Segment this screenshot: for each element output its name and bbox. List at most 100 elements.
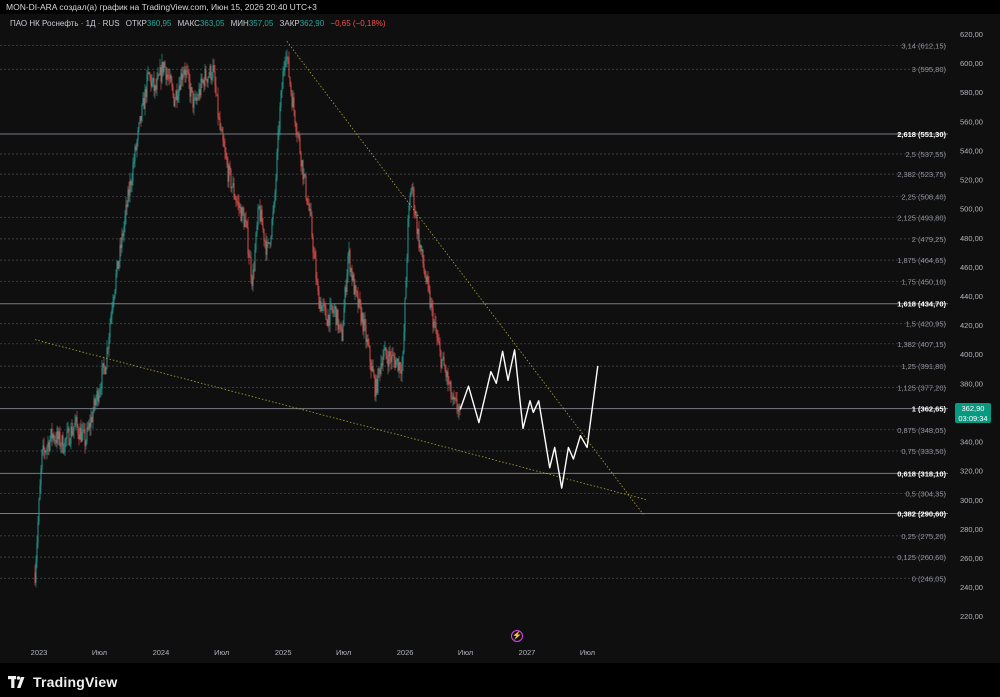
candle-body-71 xyxy=(105,367,107,375)
candle-body-8 xyxy=(42,445,44,451)
candle-body-225 xyxy=(259,206,261,222)
candle-body-418 xyxy=(452,396,454,400)
candle-body-253 xyxy=(287,56,289,58)
candle-body-152 xyxy=(186,70,188,72)
candle-body-108 xyxy=(142,97,144,105)
candle-body-174 xyxy=(208,75,210,78)
candle-body-33 xyxy=(67,428,69,431)
candle-body-85 xyxy=(119,244,121,262)
tradingview-logo[interactable]: TradingView xyxy=(8,674,117,690)
x-tick-label-7: Июл xyxy=(458,648,473,657)
fib-label-18: 0,618 (318,10) xyxy=(897,469,946,478)
candle-body-238 xyxy=(272,211,274,220)
candle-body-233 xyxy=(267,241,269,243)
candle-body-64 xyxy=(98,394,100,402)
lightning-icon[interactable]: ⚡ xyxy=(511,630,523,642)
fib-label-15: 1 (362,65) xyxy=(912,405,947,414)
open-label: ОТКР xyxy=(125,19,147,28)
candle-body-314 xyxy=(348,250,350,257)
price-chart[interactable]: 3,14 (612,15) 3 (595,80) 2,618 (551,30) 2,5… xyxy=(0,0,1000,663)
candle-body-54 xyxy=(88,422,90,429)
candle-body-74 xyxy=(108,336,110,349)
candle-body-207 xyxy=(241,207,243,222)
candle-body-409 xyxy=(443,357,445,366)
candle-body-241 xyxy=(275,178,277,194)
candle-body-31 xyxy=(65,438,67,440)
symbol-name[interactable]: ПАО НК Роснефть · 1Д · RUS xyxy=(10,19,120,28)
candle-body-348 xyxy=(382,357,384,366)
candle-body-306 xyxy=(340,325,342,330)
candle-body-50 xyxy=(84,429,86,446)
candle-body-297 xyxy=(331,304,333,311)
candle-body-264 xyxy=(298,133,300,138)
candle-body-399 xyxy=(433,321,435,328)
x-tick-label-5: Июл xyxy=(336,648,351,657)
candle-body-97 xyxy=(131,180,133,186)
candle-body-55 xyxy=(89,422,91,428)
candle-body-326 xyxy=(360,303,362,323)
candle-body-341 xyxy=(375,379,377,397)
fib-label-8: 1,875 (464,65) xyxy=(897,256,946,265)
candle-body-48 xyxy=(82,429,84,432)
candle-body-137 xyxy=(171,81,173,87)
candle-body-354 xyxy=(388,351,390,367)
candle-body-279 xyxy=(313,252,315,253)
candle-body-49 xyxy=(83,429,85,431)
candle-body-178 xyxy=(212,65,214,78)
candle-body-304 xyxy=(338,324,340,330)
candle-body-249 xyxy=(283,67,285,72)
candle-body-87 xyxy=(121,233,123,248)
candle-body-72 xyxy=(106,348,108,368)
candle-body-277 xyxy=(311,215,313,237)
candle-body-90 xyxy=(124,215,126,227)
candle-body-52 xyxy=(86,427,88,442)
candle-body-393 xyxy=(427,276,429,284)
candle-body-403 xyxy=(437,337,439,341)
candle-body-213 xyxy=(247,226,249,254)
candle-body-307 xyxy=(341,329,343,341)
candle-body-372 xyxy=(406,257,408,281)
candle-body-92 xyxy=(126,204,128,207)
candle-body-134 xyxy=(168,77,170,79)
candle-body-182 xyxy=(216,94,218,96)
candle-body-17 xyxy=(51,428,53,439)
candle-body-261 xyxy=(295,123,297,132)
candle-body-78 xyxy=(112,302,114,310)
candle-body-130 xyxy=(164,62,166,68)
x-tick-label-3: Июл xyxy=(214,648,229,657)
candle-body-285 xyxy=(319,301,321,309)
candle-body-259 xyxy=(293,97,295,111)
candle-body-210 xyxy=(244,219,246,227)
symbol-legend[interactable]: ПАО НК Роснефть · 1Д · RUS ОТКР360,95 МА… xyxy=(10,19,386,28)
candle-body-313 xyxy=(347,256,349,275)
y-tick-label-7: 480,00 xyxy=(960,234,983,243)
candle-body-215 xyxy=(249,256,251,258)
fib-label-9: 1,75 (450,10) xyxy=(901,277,946,286)
fib-label-2: 2,618 (551,30) xyxy=(897,130,946,139)
candle-body-265 xyxy=(299,137,301,153)
candle-body-380 xyxy=(414,210,416,216)
candle-body-322 xyxy=(356,291,358,294)
candle-body-197 xyxy=(231,186,233,189)
candle-body-192 xyxy=(226,157,228,165)
candle-body-157 xyxy=(191,87,193,91)
candle-body-320 xyxy=(354,285,356,295)
candle-body-120 xyxy=(154,85,156,91)
candle-body-229 xyxy=(263,228,265,241)
candle-body-126 xyxy=(160,67,162,82)
candle-body-272 xyxy=(306,198,308,204)
candle-body-311 xyxy=(345,287,347,292)
candle-body-351 xyxy=(385,347,387,356)
candle-body-41 xyxy=(75,416,77,422)
high-value: 363,05 xyxy=(199,19,225,28)
candle-body-43 xyxy=(77,425,79,435)
candle-body-292 xyxy=(326,319,328,326)
candle-body-205 xyxy=(239,206,241,208)
candle-body-361 xyxy=(395,360,397,368)
candle-body-283 xyxy=(317,281,319,291)
candle-body-146 xyxy=(180,73,182,90)
fib-label-6: 2,125 (493,80) xyxy=(897,214,946,223)
candle-body-416 xyxy=(450,381,452,398)
fib-label-7: 2 (479,25) xyxy=(912,235,947,244)
candle-body-94 xyxy=(128,189,130,196)
